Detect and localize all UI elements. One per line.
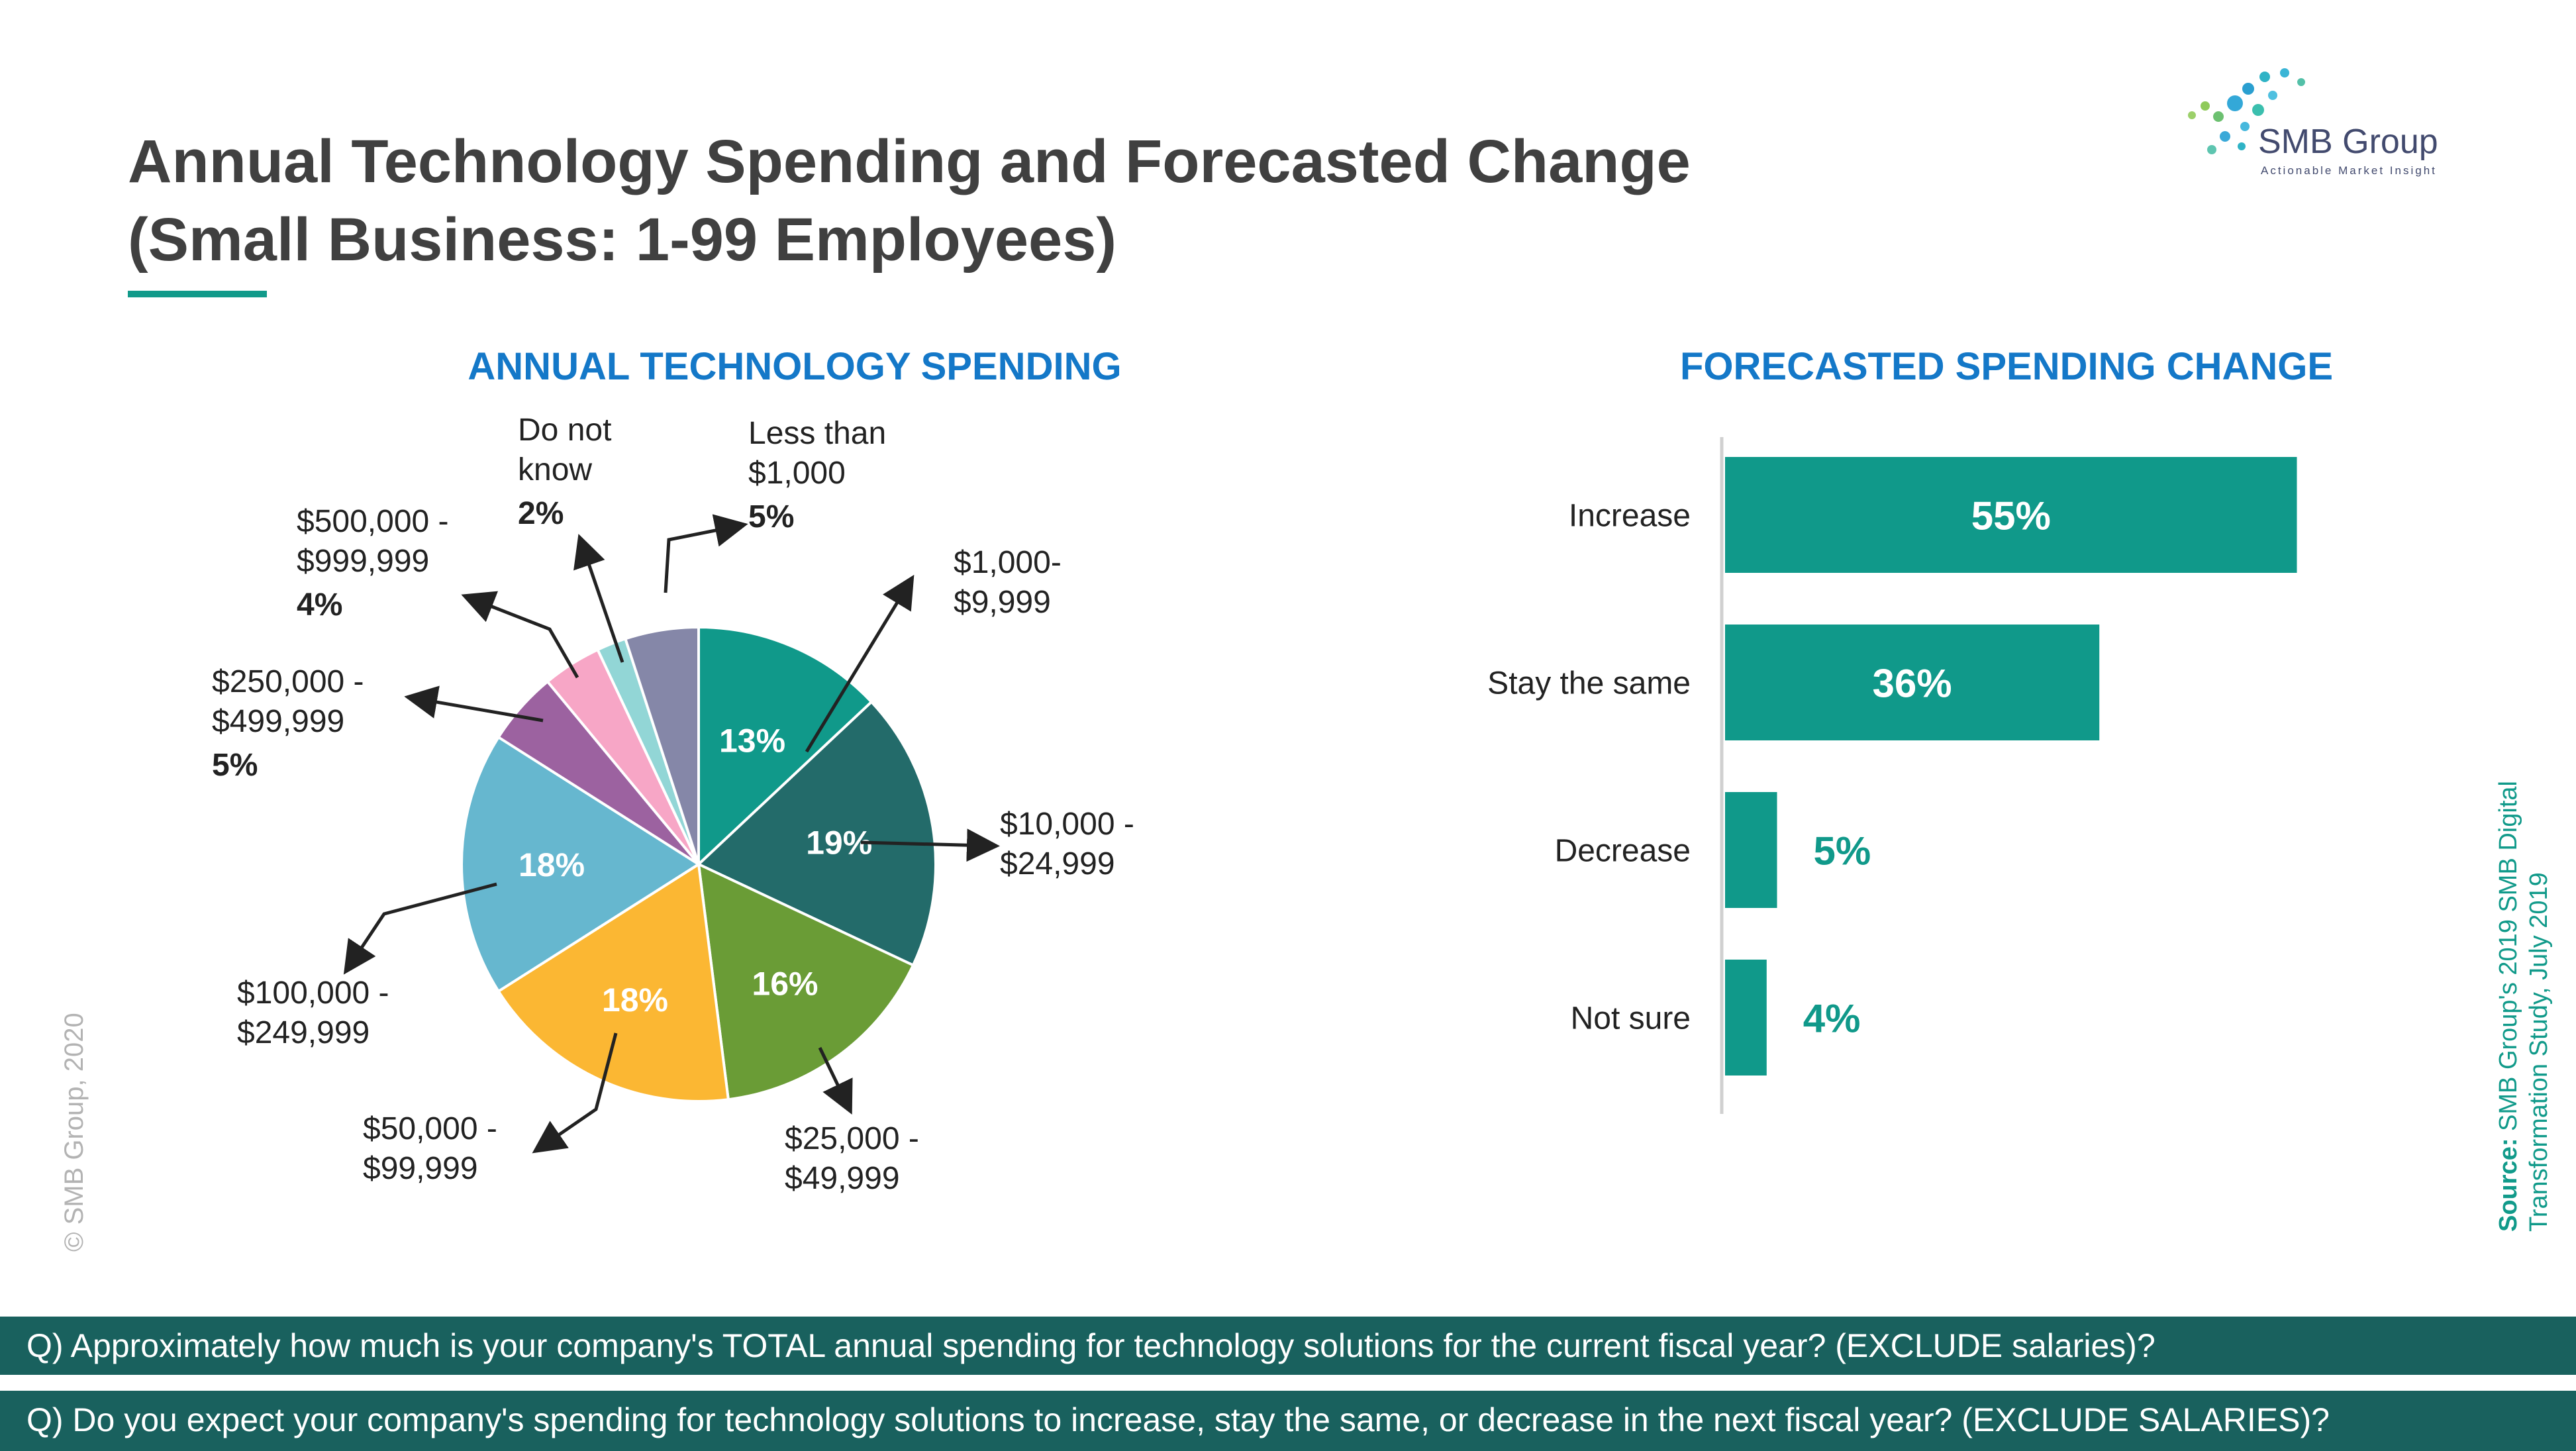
pie-leader-arrow [805,574,915,753]
bar-category-label: Decrease [1555,834,1691,869]
title-line-1: Annual Technology Spending and Forecaste… [128,128,1691,195]
question-separator [0,1375,2576,1391]
pie-slice-value-label: 5% [212,748,258,783]
source-label: Source: [2495,1138,2522,1232]
pie-leader-arrow [461,591,579,679]
pie-slice [697,625,873,868]
pie-slice-category-label: Do not know 2% [518,413,611,531]
bar [1725,960,1767,1076]
copyright: © SMB Group, 2020 [60,1013,89,1252]
smb-group-logo: SMB Group Actionable Market Insight [2179,64,2457,183]
logo-dots-icon [2188,68,2305,154]
pie-chart: 13%19%16%18%18% $1,000-$9,999$10,000 -$2… [212,413,1134,1196]
pie-leader-arrow [818,1046,853,1115]
pie-slice-category-label: $25,000 -$49,999 [785,1121,919,1196]
pie-slice-value-label: 13% [719,723,785,760]
pie-slice-category-label: $500,000 -$999,999 4% [297,504,449,623]
bar-value-label: 4% [1803,997,1861,1041]
pie-leader-arrow [573,534,624,663]
logo-tagline: Actionable Market Insight [2261,164,2437,177]
pie-slice-value-label: 2% [518,496,564,531]
pie-leader-arrow [860,828,1000,862]
pie-slice-value-label: 5% [748,499,794,534]
pie-slice-category-label: $1,000-$9,999 [954,545,1062,620]
question-2: Q) Do you expect your company's spending… [0,1391,2576,1451]
pie-slice-category-label: $100,000 -$249,999 [237,976,389,1050]
pie-slice-value-label: 16% [752,966,818,1003]
bar-value-label: 55% [1971,494,2051,538]
bar-value-label: 36% [1873,662,1952,706]
pie-slice-category-label: $250,000 -$499,999 5% [212,664,364,783]
pie-slice-value-label: 4% [297,587,342,623]
pie-slice-category-label: Less than $1,000 5% [748,416,886,534]
pie-slice [623,625,700,865]
pie-slice [496,862,730,1103]
bar-chart-title: FORECASTED SPENDING CHANGE [1679,345,2334,388]
source-note: Source: SMB Group's 2019 SMB Digital Tra… [2493,728,2554,1232]
bar [1725,792,1777,908]
logo-text: SMB Group [2258,123,2438,161]
bar [1725,625,2100,740]
page-title: Annual Technology Spending and Forecaste… [128,123,1691,279]
bar-value-label: 5% [1814,829,1871,874]
pie-leader-arrow [404,685,544,723]
pie-slice [696,700,937,968]
pie-leader-arrow [532,1032,618,1154]
pie-slice-value-label: 18% [602,981,668,1019]
pie-slice [460,735,701,993]
pie-slice [697,862,915,1101]
bar-category-label: Not sure [1571,1001,1691,1036]
pie-leader-arrow [664,514,748,593]
title-underline [128,291,267,297]
bar [1725,457,2297,573]
pie-slice-category-label: $50,000 -$99,999 [363,1111,497,1186]
pie-slice-category-label: $10,000 -$24,999 [1000,807,1134,881]
bar-chart: Increase 55% Stay the same 36% Decrease 5% Not… [1487,437,2297,1114]
pie-leader-arrow [343,882,497,975]
title-line-2: (Small Business: 1-99 Employees) [128,206,1117,274]
pie-chart-title: ANNUAL TECHNOLOGY SPENDING [468,345,1122,388]
bar-category-label: Stay the same [1487,666,1691,701]
bar-category-label: Increase [1569,499,1691,534]
question-1: Q) Approximately how much is your compan… [0,1317,2576,1375]
pie-slice-value-label: 18% [519,846,585,883]
